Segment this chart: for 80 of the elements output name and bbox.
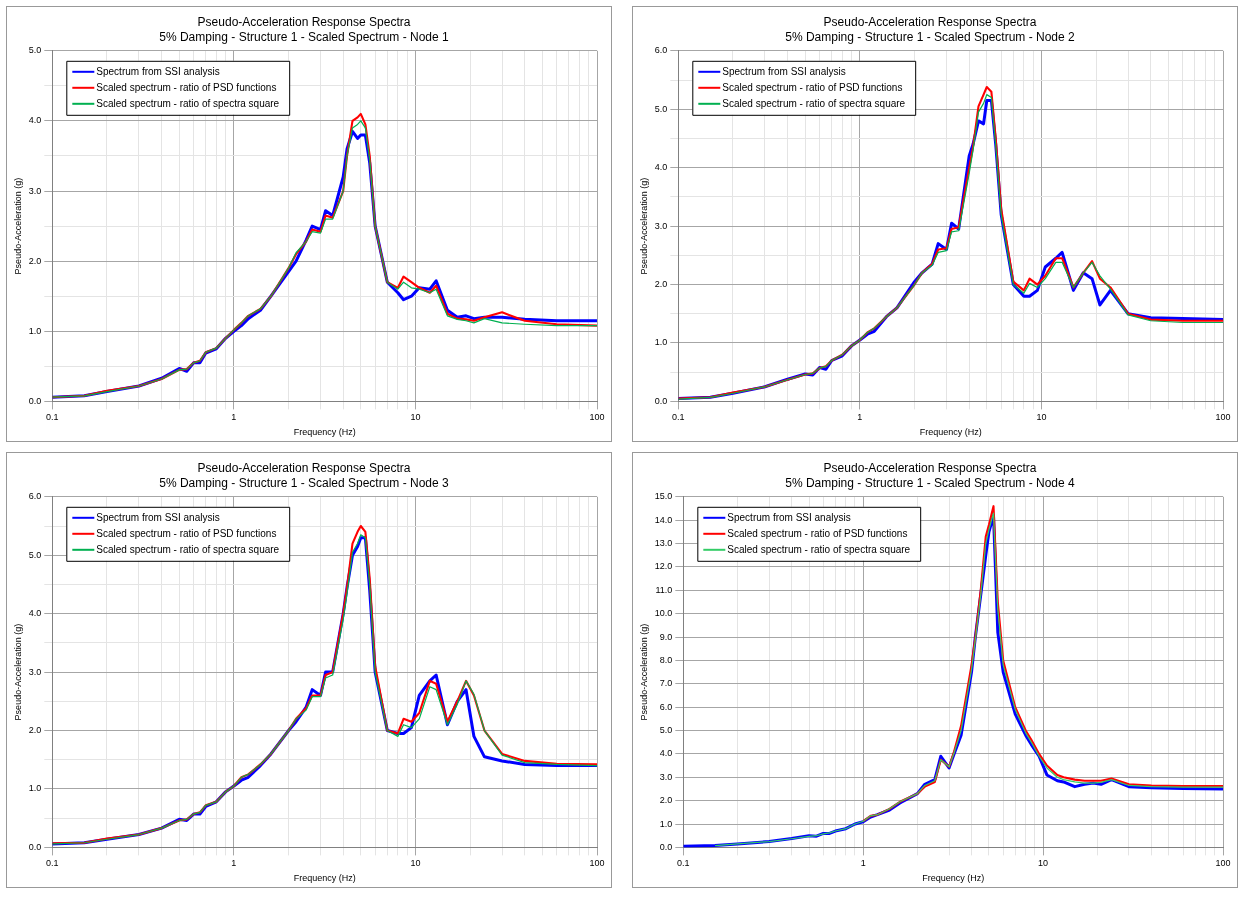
- chart-title: Pseudo-Acceleration Response Spectra: [197, 460, 411, 475]
- y-tick-label: 1.0: [28, 325, 42, 336]
- x-axis-title: Frequency (Hz): [919, 427, 982, 438]
- y-tick-label: 5.0: [654, 103, 668, 114]
- y-axis-title: Pseudo-Acceleration (g): [12, 623, 23, 721]
- x-tick-label: 0.1: [672, 412, 685, 423]
- chart-title: Pseudo-Acceleration Response Spectra: [823, 14, 1037, 29]
- y-tick-label: 14.0: [654, 514, 673, 525]
- chart-subtitle: 5% Damping - Structure 1 - Scaled Spectrum - Node 1: [159, 29, 450, 44]
- x-tick-label: 100: [1215, 412, 1231, 423]
- y-tick-label: 5.0: [659, 725, 673, 736]
- chart-title: Pseudo-Acceleration Response Spectra: [823, 460, 1037, 475]
- legend-label: Scaled spectrum - ratio of spectra square: [96, 543, 280, 555]
- y-tick-label: 8.0: [659, 654, 673, 665]
- x-tick-label: 10: [410, 858, 421, 869]
- y-tick-label: 3.0: [28, 185, 42, 196]
- y-axis-title: Pseudo-Acceleration (g): [638, 623, 649, 721]
- x-tick-label: 1: [857, 412, 863, 423]
- x-axis-title: Frequency (Hz): [922, 873, 985, 884]
- y-tick-label: 4.0: [28, 608, 42, 619]
- y-tick-label: 12.0: [654, 561, 673, 572]
- y-tick-label: 1.0: [659, 818, 673, 829]
- legend-label: Scaled spectrum - ratio of PSD functions: [96, 81, 277, 93]
- y-tick-label: 0.0: [28, 841, 42, 852]
- chart-subtitle: 5% Damping - Structure 1 - Scaled Spectrum - Node 4: [785, 475, 1076, 490]
- y-tick-label: 1.0: [654, 337, 668, 348]
- legend-label: Spectrum from SSI analysis: [96, 511, 220, 523]
- y-tick-label: 0.0: [659, 841, 673, 852]
- y-tick-label: 2.0: [659, 795, 673, 806]
- y-tick-label: 11.0: [655, 584, 673, 595]
- y-tick-label: 4.0: [28, 115, 42, 126]
- y-tick-label: 0.0: [654, 395, 668, 406]
- y-tick-label: 1.0: [28, 783, 42, 794]
- y-tick-label: 6.0: [654, 45, 668, 56]
- x-tick-label: 0.1: [677, 858, 690, 869]
- y-tick-label: 6.0: [659, 701, 673, 712]
- chart-subtitle: 5% Damping - Structure 1 - Scaled Spectrum - Node 2: [785, 29, 1076, 44]
- x-tick-label: 100: [1215, 858, 1231, 869]
- chart-subtitle: 5% Damping - Structure 1 - Scaled Spectrum - Node 3: [159, 475, 450, 490]
- y-tick-label: 10.0: [654, 608, 673, 619]
- x-tick-label: 1: [231, 412, 237, 423]
- x-tick-label: 0.1: [46, 858, 59, 869]
- legend-label: Spectrum from SSI analysis: [727, 511, 851, 523]
- y-tick-label: 2.0: [654, 279, 668, 290]
- x-tick-label: 10: [1036, 412, 1047, 423]
- x-axis-title: Frequency (Hz): [293, 427, 356, 438]
- y-tick-label: 5.0: [28, 549, 42, 560]
- y-tick-label: 3.0: [654, 220, 668, 231]
- legend-label: Spectrum from SSI analysis: [96, 65, 220, 77]
- x-tick-label: 1: [860, 858, 866, 869]
- y-tick-label: 9.0: [659, 631, 673, 642]
- x-tick-label: 100: [589, 858, 605, 869]
- y-tick-label: 3.0: [659, 771, 673, 782]
- y-tick-label: 2.0: [28, 725, 42, 736]
- y-tick-label: 6.0: [28, 491, 42, 502]
- y-tick-label: 13.0: [654, 538, 673, 549]
- legend-label: Scaled spectrum - ratio of spectra square: [722, 97, 906, 109]
- chart-title: Pseudo-Acceleration Response Spectra: [197, 14, 411, 29]
- y-axis-title: Pseudo-Acceleration (g): [638, 177, 649, 275]
- y-tick-label: 2.0: [28, 255, 42, 266]
- legend-label: Spectrum from SSI analysis: [722, 65, 846, 77]
- y-tick-label: 4.0: [654, 162, 668, 173]
- x-tick-label: 0.1: [46, 412, 59, 423]
- y-axis-title: Pseudo-Acceleration (g): [12, 177, 23, 275]
- legend-label: Scaled spectrum - ratio of PSD functions: [722, 81, 903, 93]
- legend-label: Scaled spectrum - ratio of spectra square: [727, 543, 911, 555]
- x-tick-label: 10: [410, 412, 421, 423]
- y-tick-label: 15.0: [654, 491, 673, 502]
- x-tick-label: 1: [231, 858, 237, 869]
- y-tick-label: 0.0: [28, 395, 42, 406]
- y-tick-label: 4.0: [659, 748, 673, 759]
- y-tick-label: 7.0: [659, 678, 673, 689]
- x-tick-label: 100: [589, 412, 605, 423]
- y-tick-label: 5.0: [28, 45, 42, 56]
- legend-label: Scaled spectrum - ratio of PSD functions: [727, 527, 908, 539]
- legend-label: Scaled spectrum - ratio of PSD functions: [96, 527, 277, 539]
- x-tick-label: 10: [1038, 858, 1049, 869]
- y-tick-label: 3.0: [28, 666, 42, 677]
- x-axis-title: Frequency (Hz): [293, 873, 356, 884]
- legend-label: Scaled spectrum - ratio of spectra square: [96, 97, 280, 109]
